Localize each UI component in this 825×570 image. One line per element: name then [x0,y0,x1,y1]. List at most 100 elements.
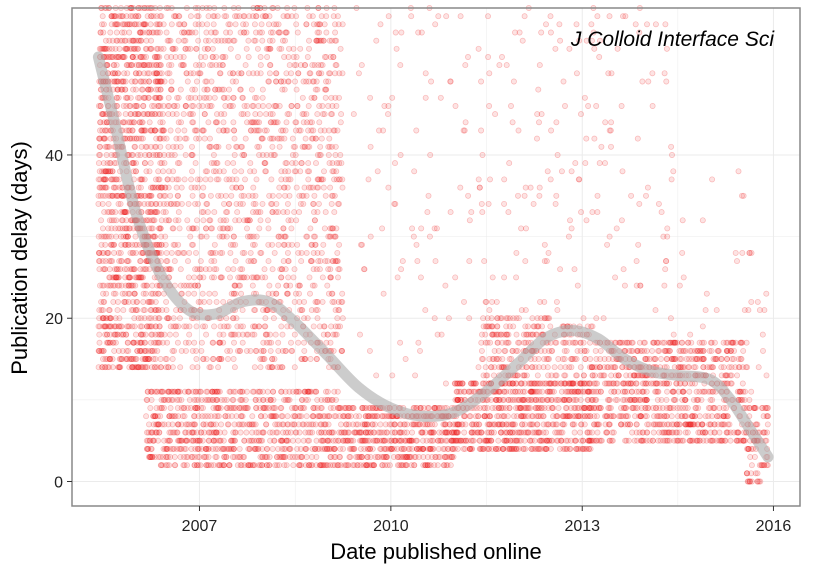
data-point [103,290,110,297]
data-point [339,184,346,191]
data-point [297,45,304,52]
data-point [129,13,136,20]
data-point [105,339,112,346]
data-point [155,86,162,93]
data-point [152,323,159,330]
data-point [337,323,344,330]
data-point [187,13,194,20]
data-point [124,356,131,362]
data-point [505,396,512,403]
data-point [281,184,288,191]
data-point [209,388,216,395]
data-point [541,380,548,387]
data-point [580,315,587,322]
data-point [261,266,268,273]
data-point [156,429,163,436]
data-point [417,347,423,354]
data-point [104,331,111,338]
data-point [98,233,105,240]
data-point [191,396,198,403]
data-point [511,413,517,420]
data-point [259,388,266,395]
data-point [156,323,163,330]
data-point [307,356,314,362]
data-point [307,225,314,232]
data-point [318,70,325,77]
data-point [215,364,222,371]
data-point [180,249,186,256]
data-point [308,454,315,460]
data-point [579,413,586,420]
data-point [314,21,321,28]
data-point [311,94,318,101]
data-point [295,70,302,77]
data-point [245,37,252,44]
data-point [210,437,217,444]
data-point [316,119,323,126]
data-point [484,421,491,428]
data-point [200,209,207,216]
data-point [100,21,107,28]
data-point [134,103,141,109]
data-point [197,274,204,281]
data-point [501,347,508,354]
data-point [206,135,213,142]
data-point [199,323,206,330]
data-point [123,127,130,134]
data-point [101,266,108,273]
data-point [238,290,245,297]
data-point [96,152,103,158]
data-point [317,127,324,134]
data-point [237,429,244,436]
data-point [315,200,322,207]
data-point [136,135,143,142]
data-point [545,421,552,428]
data-point [102,192,109,199]
data-point [244,217,251,224]
data-point [205,119,212,126]
data-point [437,94,444,101]
data-point [192,86,198,93]
data-point [116,323,123,330]
data-point [140,331,146,338]
data-point [417,405,424,411]
data-point [328,225,335,232]
data-point [289,347,296,354]
data-point [254,127,261,134]
data-point [515,339,522,346]
data-point [185,290,192,297]
plot-panel: J Colloid Interface Sci [71,5,801,507]
data-point [334,249,341,256]
data-point [113,94,120,101]
data-point [145,347,152,354]
data-point [145,152,152,158]
data-point [257,364,264,371]
data-point [176,315,183,322]
data-point [303,249,310,256]
data-point [315,184,322,191]
data-point [136,29,143,36]
data-point [482,323,489,330]
data-point [329,290,336,297]
data-point [381,413,388,420]
data-point [251,388,257,395]
data-point [102,176,109,183]
data-point [130,339,137,346]
data-point [161,78,168,85]
data-point [263,127,270,134]
data-point [269,429,276,436]
data-point [130,266,137,273]
data-point [108,209,115,216]
data-point [216,62,223,69]
data-point [102,258,109,265]
data-point [385,111,391,118]
data-point [264,445,271,452]
data-point [129,323,136,330]
data-point [106,266,113,273]
data-point [460,127,467,134]
data-point [264,388,271,395]
data-point [127,62,134,69]
data-point [230,37,237,44]
data-point [323,86,330,93]
data-point [148,364,155,371]
